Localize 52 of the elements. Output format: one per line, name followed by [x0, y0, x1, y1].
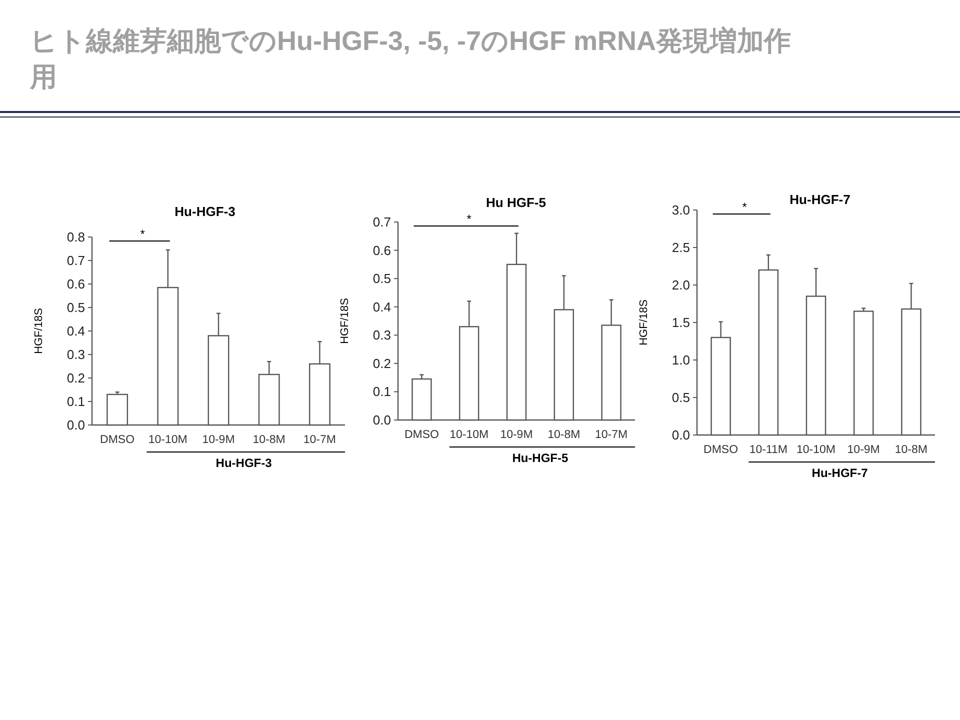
- x-tick-label: 10-7M: [303, 434, 336, 446]
- x-tick-label: 10-7M: [594, 429, 628, 441]
- y-tick-label: 0.6: [372, 242, 391, 258]
- x-tick-label: DMSO: [704, 444, 738, 456]
- annotation: *: [742, 200, 748, 214]
- y-tick-label: 0.0: [66, 418, 85, 432]
- text: Hu-HGF-7: [812, 466, 868, 480]
- y-tick-label: 0.6: [66, 276, 85, 292]
- y-tick-label: 2.5: [672, 240, 690, 255]
- y-tick-label: 0.7: [372, 214, 391, 230]
- y-tick-label: 0.4: [372, 299, 391, 314]
- x-tick-label: 10-10M: [450, 429, 489, 441]
- y-tick-label: 0.0: [672, 428, 690, 442]
- y-tick-label: 0.2: [66, 370, 85, 386]
- y-tick-label: 3.0: [672, 202, 690, 218]
- y-tick-label: 0.8: [66, 230, 85, 244]
- y-axis-title: HGF/18S: [638, 300, 650, 346]
- x-tick-label: 10-8M: [894, 444, 928, 456]
- y-tick-label: 0.3: [66, 347, 85, 362]
- x-tick-label: DMSO: [404, 429, 440, 441]
- y-tick-label: 0.7: [66, 253, 85, 268]
- x-tick-label: 10-9M: [500, 429, 533, 441]
- x-tick-label: 10-9M: [847, 444, 880, 456]
- chart-title: Hu HGF-5: [486, 195, 546, 210]
- x-tick-label: 10-10M: [148, 434, 188, 446]
- y-tick-label: 1.0: [672, 352, 690, 368]
- text: Hu-HGF-3: [216, 456, 272, 470]
- x-tick-label: 10-8M: [252, 434, 286, 446]
- text: ヒト線維芽細胞でのHu-HGF-3, -5, -7のHGF mRNA発現増加作用: [29, 26, 791, 92]
- x-tick-label: DMSO: [100, 434, 135, 446]
- x-tick-label: 10-8M: [548, 429, 580, 441]
- text: Hu-HGF-5: [512, 451, 569, 465]
- y-tick-label: 0.3: [372, 328, 391, 343]
- y-tick-label: 0.1: [66, 394, 85, 409]
- annotation: *: [466, 212, 472, 226]
- y-tick-label: 0.5: [672, 390, 690, 405]
- annotation: *: [140, 227, 146, 241]
- chart-title: Hu-HGF-3: [174, 204, 236, 219]
- y-axis-title: HGF/18S: [33, 308, 45, 354]
- y-tick-label: 0.0: [372, 412, 391, 428]
- chart-title: Hu-HGF-7: [790, 192, 850, 207]
- x-tick-label: 10-9M: [202, 434, 235, 446]
- x-tick-label: 10-10M: [796, 444, 836, 456]
- x-tick-label: 10-11M: [749, 444, 788, 456]
- y-tick-label: 1.5: [672, 315, 690, 330]
- y-tick-label: 0.5: [372, 271, 391, 286]
- y-tick-label: 0.5: [66, 300, 85, 315]
- y-tick-label: 0.4: [66, 324, 85, 338]
- y-tick-label: 2.0: [672, 278, 690, 292]
- y-axis-title: HGF/18S: [339, 298, 351, 344]
- y-tick-label: 0.1: [372, 384, 391, 400]
- y-tick-label: 0.2: [372, 356, 391, 371]
